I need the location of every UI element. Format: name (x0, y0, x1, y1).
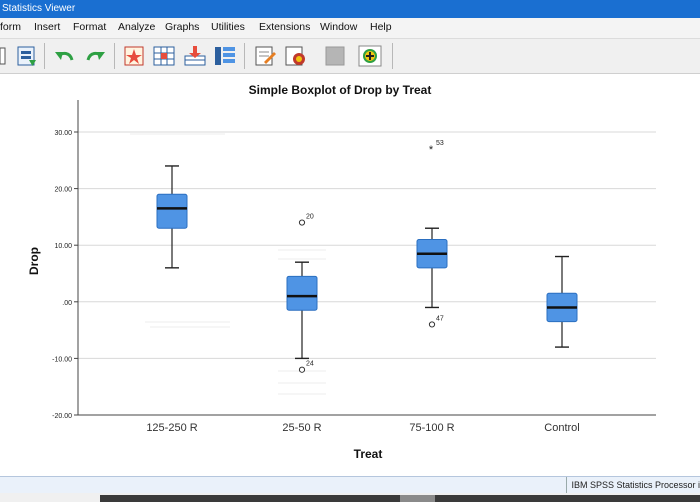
designate-window-icon[interactable] (252, 44, 278, 68)
insert-cases-icon[interactable] (182, 44, 208, 68)
chart-title: Simple Boxplot of Drop by Treat (249, 83, 432, 97)
menu-bar: form Insert Format Analyze Graphs Utilit… (0, 18, 700, 39)
y-axis-label: Drop (27, 247, 41, 275)
status-processor-text: IBM SPSS Statistics Processor i (566, 477, 700, 493)
x-axis-label: Treat (354, 447, 383, 461)
x-tick-labels: 125-250 R 25-50 R 75-100 R Control (146, 422, 579, 434)
outlier-label: 53 (436, 140, 444, 147)
menu-utilities[interactable]: Utilities (211, 21, 245, 33)
taskbar-active-item[interactable] (400, 495, 435, 502)
window-title: Statistics Viewer (2, 3, 76, 14)
menu-help[interactable]: Help (370, 21, 392, 33)
x-tick-label: Control (544, 422, 579, 434)
y-tick-label: 30.00 (54, 130, 72, 137)
box-iqr (286, 275, 318, 311)
y-tick-label: 10.00 (54, 243, 72, 250)
insert-variable-icon[interactable] (212, 44, 238, 68)
window-title-bar: Statistics Viewer (0, 0, 700, 18)
toolbar-separator (392, 43, 393, 69)
toolbar-separator (114, 43, 115, 69)
status-bar: IBM SPSS Statistics Processor i (0, 476, 700, 494)
menu-graphs[interactable]: Graphs (165, 21, 200, 33)
menu-insert[interactable]: Insert (34, 21, 61, 33)
y-tick-label: .00 (62, 300, 72, 307)
box-group (546, 255, 578, 348)
toolbar (0, 39, 700, 74)
menu-extensions[interactable]: Extensions (259, 21, 311, 33)
box-iqr (156, 193, 188, 229)
toolbar-separator (44, 43, 45, 69)
chart-area: 30.00 20.00 10.00 .00 -10.00 -20.00 125-250 R… (0, 74, 700, 474)
taskbar-strip (100, 495, 700, 502)
menu-window[interactable]: Window (320, 21, 358, 33)
gridlines (74, 131, 656, 416)
undo-icon[interactable] (52, 44, 78, 68)
partial-icon[interactable] (0, 44, 6, 68)
menu-transform[interactable]: form (0, 21, 21, 33)
goto-case-icon[interactable] (121, 44, 147, 68)
x-tick-label: 75-100 R (409, 422, 454, 434)
x-tick-label: 125-250 R (146, 422, 197, 434)
y-tick-label: 20.00 (54, 187, 72, 194)
outlier-label: 47 (436, 315, 444, 322)
disabled-icon[interactable] (322, 44, 348, 68)
outlier-marker (428, 321, 436, 328)
y-tick-labels: 30.00 20.00 10.00 .00 -10.00 -20.00 (52, 130, 72, 420)
y-tick-label: -20.00 (52, 413, 72, 420)
print-preview-icon[interactable] (14, 44, 40, 68)
script-icon[interactable] (282, 44, 308, 68)
menu-format[interactable]: Format (73, 21, 107, 33)
menu-analyze[interactable]: Analyze (118, 21, 156, 33)
toolbar-separator (244, 43, 245, 69)
redo-icon[interactable] (82, 44, 108, 68)
boxplot-chart: 30.00 20.00 10.00 .00 -10.00 -20.00 125-250 R… (27, 83, 656, 461)
outlier-label: 24 (306, 361, 314, 368)
outlier-label: 20 (306, 214, 314, 221)
box-group: *53 47 (416, 140, 448, 328)
outlier-marker (298, 219, 306, 226)
faded-background-lines (130, 133, 326, 395)
x-tick-label: 25-50 R (282, 422, 321, 434)
add-icon[interactable] (357, 44, 383, 68)
box-group (156, 165, 188, 269)
outlier-marker (298, 366, 306, 373)
y-tick-label: -10.00 (52, 356, 72, 363)
goto-variable-icon[interactable] (151, 44, 177, 68)
extreme-outlier-marker: * (429, 144, 434, 156)
axes (77, 100, 656, 416)
taskbar (0, 493, 700, 502)
